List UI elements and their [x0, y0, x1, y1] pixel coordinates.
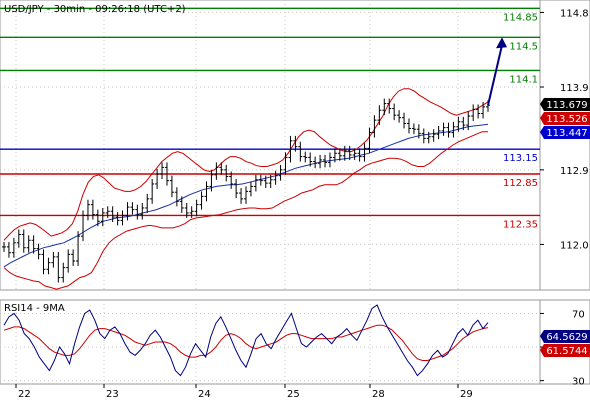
time-tick-label: 24: [198, 389, 211, 400]
forecast-arrow-head: [496, 37, 507, 49]
time-tick-label: 22: [18, 389, 31, 400]
time-tick-label: 29: [460, 389, 473, 400]
rsi-ma-series: [3, 324, 489, 361]
level-label-114-1: 114.1: [509, 74, 538, 85]
rsi-badge-pointer-rsi_ma: [540, 344, 544, 357]
badge-label-last: 113.679: [546, 100, 587, 111]
bollinger-bands: [3, 88, 489, 290]
time-tick-label: 28: [372, 389, 385, 400]
badge-pointer-last: [540, 98, 544, 111]
time-axis: 22 23 24 25 28 29: [15, 384, 473, 400]
price-tick-label: 113.9: [560, 83, 589, 94]
price-tick-label: 114.8: [560, 8, 589, 19]
badge-ma: [544, 126, 590, 139]
level-lines: 114.85 114.5 114.1 113.15 112.85 112.35: [0, 7, 540, 230]
rsi-badge-label-rsi_ma: 61.5744: [546, 346, 587, 357]
rsi-tick-label: 70: [572, 309, 585, 320]
indicator-title: RSI14 - 9MA: [4, 303, 65, 314]
level-label-114-85: 114.85: [503, 12, 538, 23]
rsi-badge-rsi_ma: [544, 344, 590, 357]
forecast-arrow-shaft: [487, 45, 503, 106]
rsi-last-value-badges: 64.5629 61.5744: [540, 330, 590, 357]
badge-pointer-upper: [540, 112, 544, 125]
moving-average-line: [3, 123, 489, 268]
rsi-ma-line: [3, 324, 489, 361]
rsi-series: [3, 304, 489, 377]
time-tick-label: 25: [287, 389, 300, 400]
bollinger-lower-line: [3, 131, 488, 290]
time-tick-label: 23: [106, 389, 119, 400]
price-last-value-badges: 113.679 113.526 113.447: [540, 98, 590, 139]
rsi-line: [3, 304, 489, 377]
rsi-tick-label: 30: [572, 377, 585, 388]
bollinger-upper-line: [3, 88, 489, 241]
badge-label-upper: 113.526: [546, 114, 587, 125]
moving-average: [3, 123, 489, 268]
chart-title: USD/JPY - 30min - 09:26:18 (UTC+2): [4, 4, 186, 15]
level-label-114-5: 114.5: [509, 41, 538, 52]
price-tick-label: 112.0: [560, 240, 589, 251]
rsi-badge-pointer-rsi: [540, 330, 544, 343]
level-label-112-35: 112.35: [503, 219, 538, 230]
badge-last: [544, 98, 590, 111]
rsi-badge-label-rsi: 64.5629: [546, 332, 587, 343]
level-label-113-15: 113.15: [503, 153, 538, 164]
badge-upper: [544, 112, 590, 125]
price-tick-label: 112.9: [560, 166, 589, 177]
badge-label-ma: 113.447: [546, 128, 587, 139]
forecast-arrow: [487, 37, 507, 106]
level-label-112-85: 112.85: [503, 178, 538, 189]
price-panel: 114.85 114.5 114.1 113.15 112.85 112.35 114.8…: [0, 0, 590, 291]
price-axis-ticks: 114.8 113.9 112.9 112.0: [540, 8, 589, 251]
price-grid: [0, 0, 540, 290]
price-axis-area: [539, 0, 590, 291]
rsi-badge-rsi: [544, 330, 590, 343]
badge-pointer-ma: [540, 126, 544, 139]
price-series: [2, 98, 490, 283]
